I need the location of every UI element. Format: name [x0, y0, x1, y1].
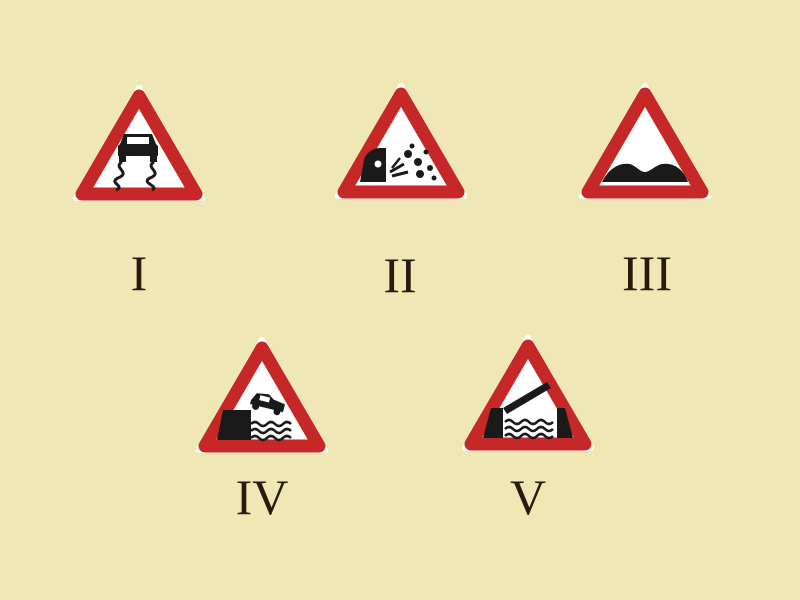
warning-sign-4	[195, 336, 329, 454]
sign-label-3: III	[587, 248, 707, 298]
sign-label-1: I	[79, 248, 199, 298]
warning-sign-1	[72, 84, 206, 202]
sign-label-4: IV	[202, 472, 322, 522]
loose-gravel-icon	[334, 82, 468, 200]
opening-bridge-icon	[461, 334, 595, 452]
sign-label-5: V	[468, 472, 588, 522]
sign-label-2: II	[340, 250, 460, 300]
quayside-riverbank-icon	[195, 336, 329, 454]
slippery-road-icon	[72, 84, 206, 202]
uneven-road-icon	[578, 82, 712, 200]
warning-sign-2	[334, 82, 468, 200]
warning-sign-3	[578, 82, 712, 200]
warning-sign-5	[461, 334, 595, 452]
